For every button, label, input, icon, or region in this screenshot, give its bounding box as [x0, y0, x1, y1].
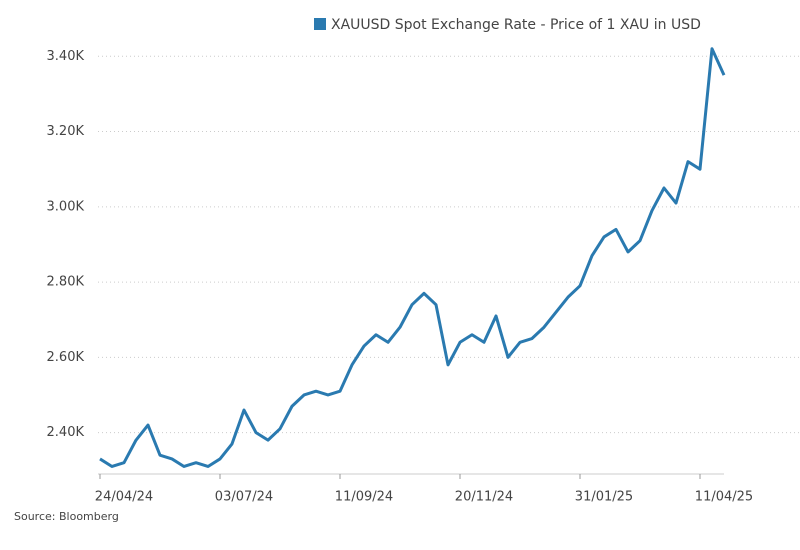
line [99, 47, 726, 468]
y-tick-label: 2.60K [47, 350, 85, 365]
source: Source: Bloomberg [14, 510, 119, 523]
legend-label: XAUUSD Spot Exchange Rate - Price of 1 X… [331, 17, 701, 33]
y-tick-label: 2.80K [47, 275, 85, 290]
x-tick-label: 11/09/24 [335, 490, 393, 505]
y-tick-label: 2.40K [47, 425, 85, 440]
legend-swatch [314, 18, 326, 30]
x-tick-label: 03/07/24 [215, 490, 273, 505]
x-tick-label: 11/04/25 [695, 490, 753, 505]
x-tick-label: 24/04/24 [95, 490, 153, 505]
x-tick-label: 20/11/24 [455, 490, 513, 505]
y-tick-label: 3.20K [47, 124, 85, 139]
y-tick-label: 3.40K [47, 49, 85, 64]
y-tick-label: 3.00K [47, 199, 85, 214]
x-tick-label: 31/01/25 [575, 490, 633, 505]
